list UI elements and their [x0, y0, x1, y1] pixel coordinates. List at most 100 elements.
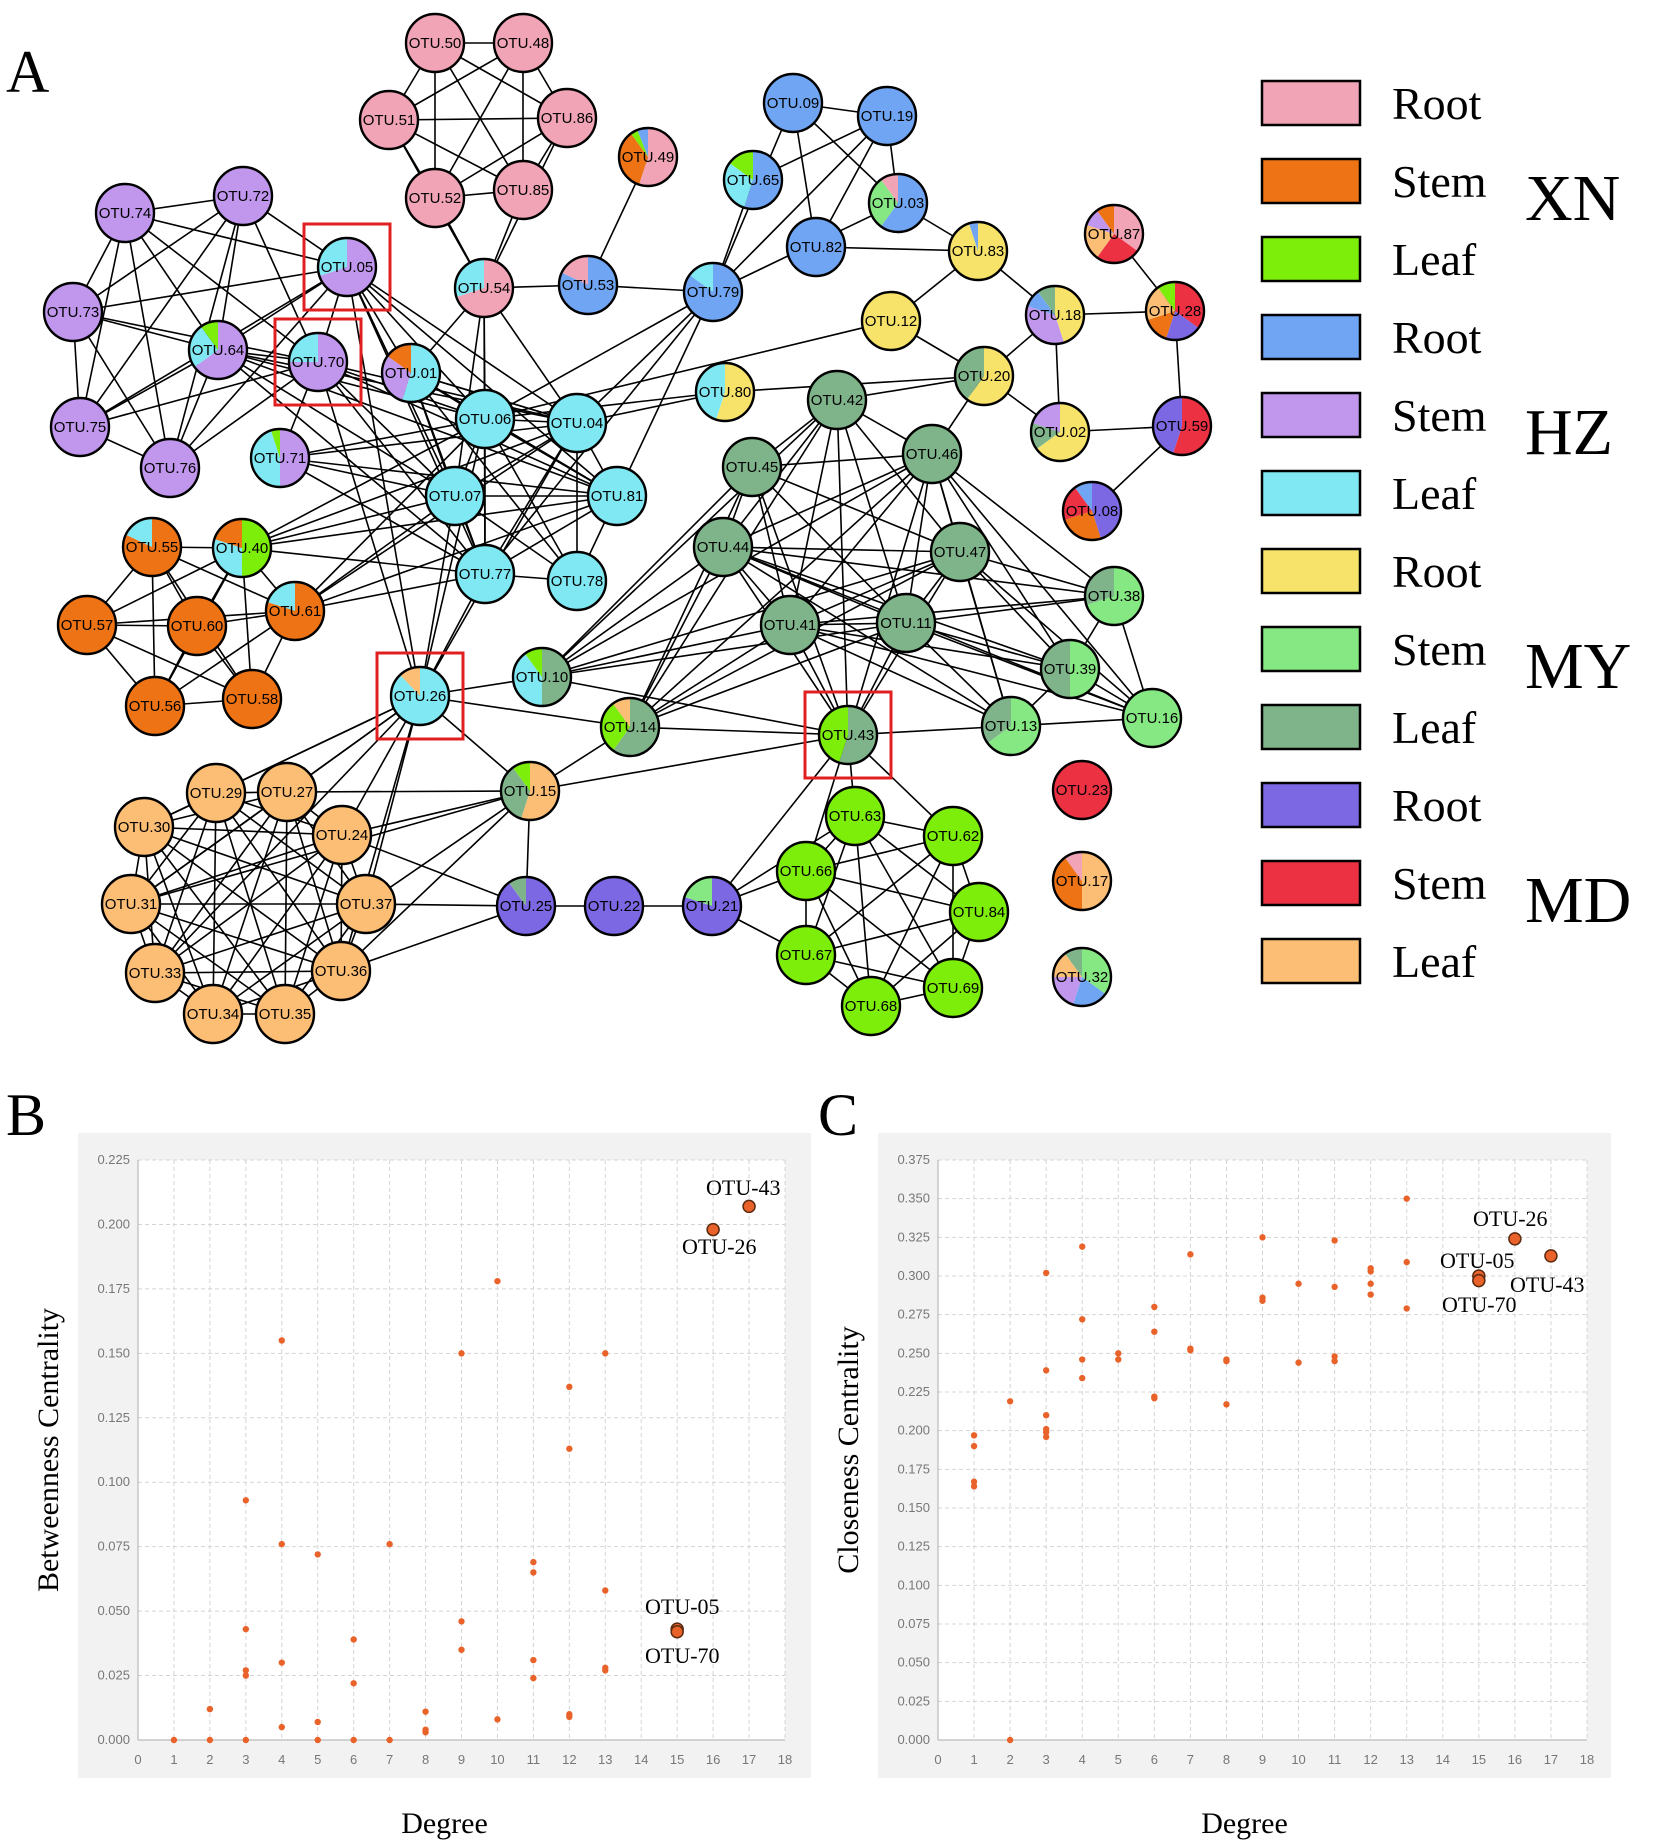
node-slice — [1173, 397, 1211, 456]
node-circle — [721, 436, 783, 498]
node-outline — [316, 236, 378, 298]
node-outline — [599, 696, 661, 758]
legend-swatch — [1260, 703, 1362, 751]
node-slice — [612, 698, 659, 756]
y-tick-label: 0.225 — [897, 1384, 930, 1399]
edge-12-06 — [484, 320, 892, 420]
data-point — [494, 1277, 501, 1285]
node-circle — [759, 594, 821, 656]
edge-74-76 — [124, 212, 171, 469]
node-label: OTU.45 — [726, 459, 779, 476]
data-point — [242, 1625, 250, 1633]
node-otu-40: OTU.40 — [211, 517, 273, 579]
node-slice — [214, 519, 242, 548]
node-otu-79: OTU.79 — [682, 261, 744, 323]
node-otu-27: OTU.27 — [256, 761, 318, 823]
node-label: OTU.25 — [500, 898, 553, 915]
node-label: OTU.31 — [105, 896, 158, 913]
node-label: OTU.62 — [927, 828, 980, 845]
betweenness-panel: B0 1 2 3 4 5 6 7 8 9 10 11 12 13 14 15 16 17 180.0000.0250… — [6, 1082, 811, 1840]
edge-10-42 — [541, 399, 838, 678]
edge-30-37 — [143, 826, 367, 905]
node-circle — [860, 290, 922, 352]
highlight-point — [670, 1624, 684, 1639]
node-slice — [684, 877, 712, 906]
node-otu-80: OTU.80 — [694, 361, 756, 423]
edge-79-06 — [484, 291, 714, 420]
node-otu-69: OTU.69 — [922, 957, 984, 1019]
edge-37-34 — [212, 903, 367, 1015]
node-label: OTU.38 — [1088, 588, 1141, 605]
node-otu-34: OTU.34 — [182, 983, 244, 1045]
node-otu-12: OTU.12 — [860, 290, 922, 352]
legend-label: Stem — [1392, 624, 1487, 675]
node-circle — [785, 216, 847, 278]
y-tick-label: 0.075 — [97, 1539, 130, 1554]
network-panel: A OTU.10OTU.11OTU.12OTU.13OTU.14OTU.15OT… — [6, 12, 1631, 1045]
node-circle — [56, 594, 118, 656]
node-label: OTU.65 — [727, 172, 780, 189]
node-label: OTU.77 — [459, 566, 512, 583]
node-circle — [49, 396, 111, 458]
node-outline — [1039, 638, 1101, 700]
node-otu-45: OTU.45 — [721, 436, 783, 498]
node-label: OTU.22 — [588, 898, 641, 915]
y-axis-title: Betweenness Centrality — [32, 1308, 65, 1592]
edge-70-04 — [317, 361, 578, 424]
node-otu-43: OTU.43 — [817, 704, 879, 766]
x-tick-label: 2 — [1006, 1752, 1013, 1767]
node-label: OTU.82 — [790, 239, 843, 256]
node-circle — [424, 465, 486, 527]
edge-40-04 — [241, 422, 578, 549]
edge-33-36 — [154, 970, 342, 974]
node-circle — [42, 281, 104, 343]
data-point — [494, 1716, 501, 1723]
edge-15-27 — [286, 790, 531, 793]
x-tick-label: 16 — [1508, 1752, 1522, 1767]
node-label: OTU.41 — [764, 617, 817, 634]
node-slice — [1085, 567, 1114, 605]
node-label: OTU.26 — [394, 688, 447, 705]
y-tick-label: 0.200 — [897, 1423, 930, 1438]
node-circle — [335, 873, 397, 935]
edge-26-37 — [365, 695, 421, 905]
data-point — [1295, 1359, 1302, 1366]
node-circle — [1121, 687, 1183, 749]
node-otu-09: OTU.09 — [762, 72, 824, 134]
node-outline — [1083, 203, 1145, 265]
node-slice — [1027, 291, 1055, 315]
data-point — [602, 1350, 609, 1357]
y-tick-label: 0.250 — [897, 1345, 930, 1360]
node-otu-55: OTU.55 — [121, 516, 183, 578]
data-point — [970, 1483, 978, 1490]
node-otu-17: OTU.17 — [1051, 850, 1113, 912]
legend-label: Leaf — [1392, 936, 1477, 987]
x-tick-label: 12 — [1363, 1752, 1377, 1767]
node-circle — [100, 873, 162, 935]
node-label: OTU.11 — [880, 615, 931, 632]
node-otu-29: OTU.29 — [185, 762, 247, 824]
x-tick-label: 1 — [170, 1752, 177, 1767]
node-slice — [869, 179, 898, 227]
x-tick-label: 7 — [386, 1752, 393, 1767]
node-circle — [806, 369, 868, 431]
node-slice — [319, 238, 377, 296]
data-point — [1259, 1234, 1266, 1241]
node-otu-31: OTU.31 — [100, 873, 162, 935]
network-nodes: OTU.10 OTU.11 OTU.12 OTU.13 OTU.14 OTU.15 OTU.… — [42, 12, 1213, 1045]
node-outline — [249, 427, 311, 489]
node-otu-11: OTU.11 — [875, 592, 937, 654]
node-label: OTU.66 — [780, 863, 833, 880]
data-point — [1187, 1251, 1194, 1258]
node-otu-35: OTU.35 — [254, 983, 316, 1045]
node-circle — [775, 924, 837, 986]
node-label: OTU.13 — [985, 718, 1038, 735]
node-otu-76: OTU.76 — [139, 437, 201, 499]
x-tick-label: 14 — [1436, 1752, 1450, 1767]
node-label: OTU.85 — [497, 182, 550, 199]
node-slice — [267, 582, 295, 611]
data-point — [566, 1383, 573, 1391]
y-tick-label: 0.050 — [897, 1655, 930, 1670]
legend-swatch — [1260, 937, 1362, 985]
node-label: OTU.48 — [497, 35, 550, 52]
